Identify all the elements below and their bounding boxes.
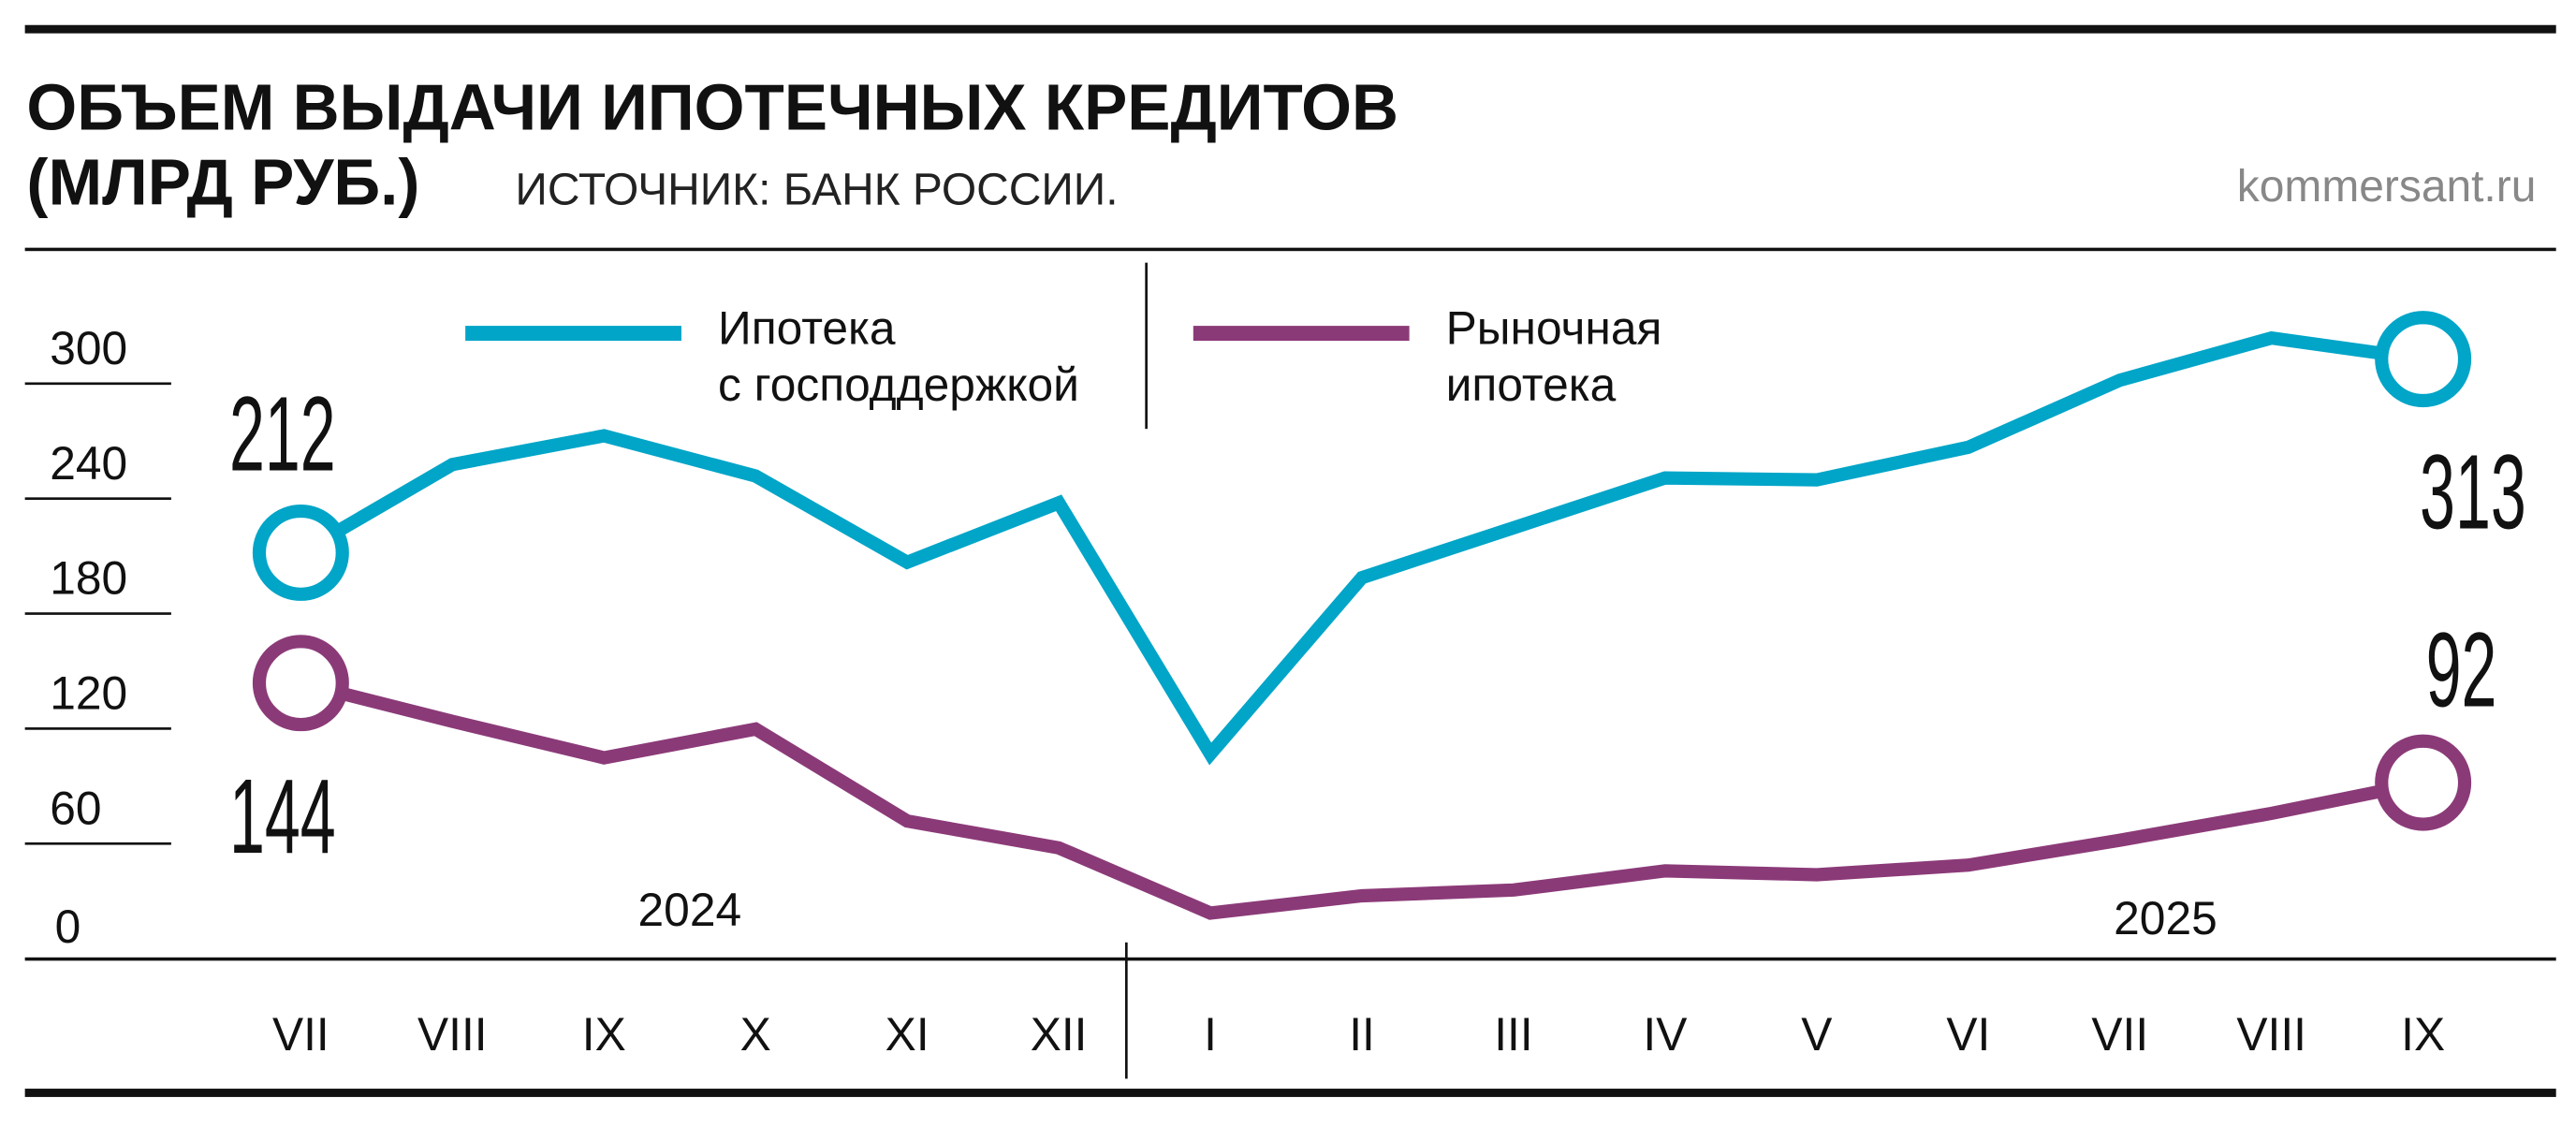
endpoint-marker: [2375, 734, 2472, 831]
chart-title-line2: (МЛРД РУБ.): [26, 145, 419, 218]
gridline-120: [24, 727, 171, 730]
legend-swatch-state: [465, 326, 681, 342]
gridline-240: [24, 497, 171, 500]
x-tick-label: V: [1801, 1008, 1832, 1061]
endpoint-marker: [2375, 311, 2472, 408]
y-tick-label: 240: [50, 437, 127, 490]
gridline-180: [24, 612, 171, 615]
gridline-60: [24, 842, 171, 845]
x-tick-label: X: [740, 1008, 771, 1061]
top-rule: [24, 24, 2556, 34]
endpoint-marker: [252, 635, 349, 732]
legend-label-state-1: Ипотека: [718, 302, 896, 355]
year-divider: [1125, 942, 1128, 1079]
x-tick-label: IX: [2401, 1008, 2445, 1061]
x-tick-label: VII: [272, 1008, 329, 1061]
x-tick-label: IX: [582, 1008, 626, 1061]
bottom-rule: [24, 1089, 2556, 1097]
y-tick-label: 300: [50, 322, 127, 374]
y-tick-label: 120: [50, 667, 127, 720]
end-value-label-state: 313: [2420, 432, 2526, 551]
x-tick-label: VII: [2091, 1008, 2148, 1061]
x-tick-label: VI: [1946, 1008, 1990, 1061]
site-credit: kommersant.ru: [2237, 162, 2537, 212]
endpoint-marker: [252, 504, 349, 601]
legend-swatch-market: [1193, 326, 1410, 342]
legend-label-state-2: с господдержкой: [718, 359, 1079, 411]
x-tick-label: XI: [886, 1008, 929, 1061]
x-tick-label: VIII: [2236, 1008, 2306, 1061]
gridline-300: [24, 382, 171, 386]
legend-label-market-2: ипотека: [1446, 359, 1617, 411]
start-value-label-state: 212: [229, 373, 336, 492]
x-tick-label: IV: [1643, 1008, 1687, 1061]
y-tick-label: 180: [50, 552, 127, 605]
end-value-label-market: 92: [2426, 610, 2497, 729]
x-tick-label: III: [1494, 1008, 1532, 1061]
start-value-label-market: 144: [229, 756, 336, 875]
legend-divider: [1145, 262, 1148, 430]
x-tick-label: II: [1349, 1008, 1375, 1061]
year-label-2024: 2024: [638, 884, 742, 936]
x-tick-label: VIII: [417, 1008, 488, 1061]
series-line-1: [299, 676, 2425, 920]
chart-title-line1: ОБЪЕМ ВЫДАЧИ ИПОТЕЧНЫХ КРЕДИТОВ: [26, 71, 1398, 144]
x-tick-label: I: [1204, 1008, 1217, 1061]
source-note: ИСТОЧНИК: БАНК РОССИИ.: [515, 165, 1118, 214]
year-label-2025: 2025: [2114, 892, 2217, 944]
x-axis-line: [24, 957, 2556, 961]
header-rule: [24, 247, 2556, 252]
series-line-0: [297, 330, 2424, 766]
y-tick-label: 60: [50, 782, 101, 834]
y-tick-label: 0: [55, 900, 81, 953]
legend-label-market-1: Рыночная: [1446, 302, 1662, 355]
x-tick-label: XII: [1031, 1008, 1088, 1061]
